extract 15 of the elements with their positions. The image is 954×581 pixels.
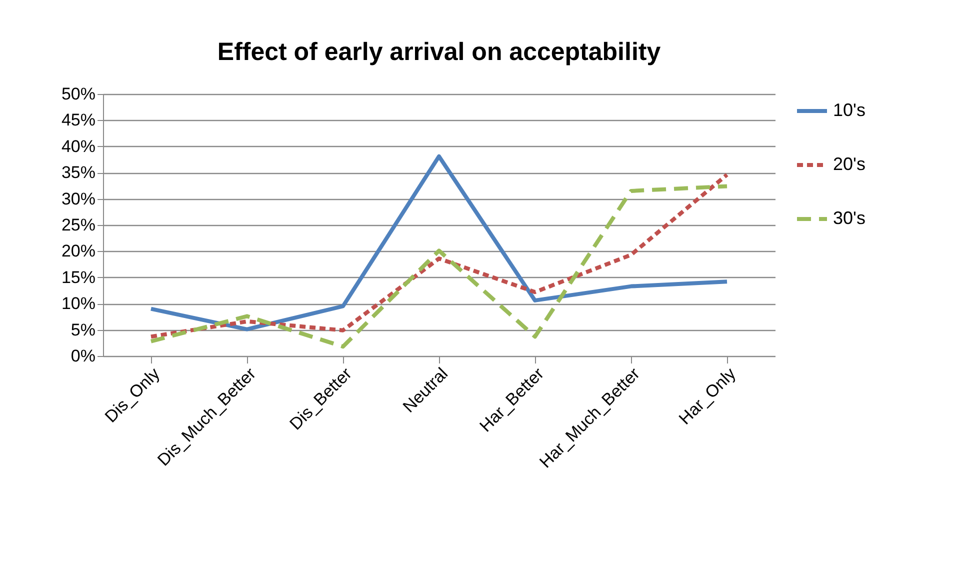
- y-tick-label: 30%: [61, 189, 96, 208]
- y-tick-label: 10%: [61, 294, 96, 314]
- y-tick-label: 35%: [61, 163, 96, 182]
- y-tick-label: 45%: [61, 110, 96, 130]
- y-tick-label: 25%: [61, 216, 96, 234]
- y-tick-label: 50%: [61, 84, 96, 104]
- y-tick-label: 0%: [70, 346, 96, 366]
- y-tick-label: 5%: [70, 320, 96, 340]
- legend-label: 10's: [833, 100, 866, 120]
- y-tick-label: 15%: [61, 268, 96, 287]
- y-tick-label: 20%: [61, 242, 96, 261]
- legend-label: 30's: [833, 208, 866, 228]
- legend-label: 20's: [833, 154, 866, 174]
- y-tick-label: 40%: [61, 136, 96, 156]
- chart-title: Effect of early arrival on acceptability: [217, 38, 661, 66]
